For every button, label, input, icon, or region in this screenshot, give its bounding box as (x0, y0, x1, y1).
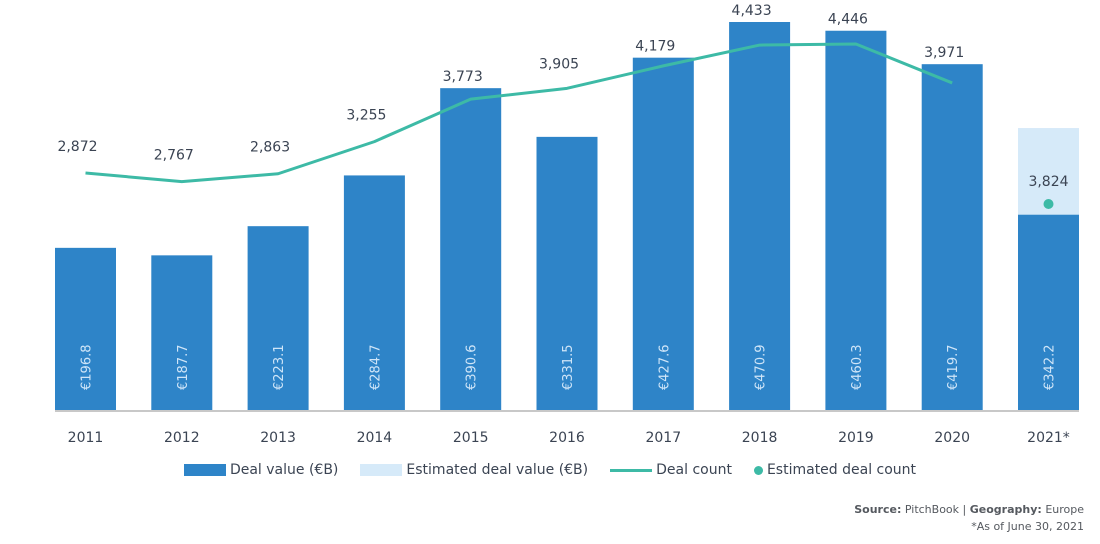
estimated-deal-count-point (1043, 199, 1054, 209)
deal-value-bar (440, 88, 502, 410)
x-tick-label: 2016 (549, 430, 585, 446)
deal-count-label: 2,872 (57, 139, 97, 155)
source-line: Source: PitchBook | Geography: Europe (854, 501, 1084, 518)
x-tick-label: 2020 (934, 430, 970, 446)
legend-label: Deal value (€B) (229, 462, 339, 478)
deal-value-label: €470.9 (754, 345, 769, 391)
legend: Deal value (€B) Estimated deal value (€B… (0, 462, 1100, 478)
deal-count-label: 4,446 (828, 12, 868, 28)
deal-value-bar (55, 247, 116, 410)
deal-value-label: €196.8 (80, 345, 95, 391)
legend-label: Estimated deal value (€B) (406, 462, 589, 478)
deal-value-label: €342.2 (1043, 345, 1058, 391)
source-separator: | (962, 503, 967, 516)
deal-value-bar (825, 30, 887, 410)
combo-chart: €196.8 2011 2,872 €187.7 2012 2,767 €223.1 2013… (55, 3, 1079, 446)
geography-label: Geography: (969, 503, 1042, 516)
deal-value-label: €390.6 (465, 345, 480, 391)
geography-value: Europe (1045, 503, 1084, 516)
deal-count-line (85, 42, 953, 184)
deal-count-label: 3,905 (539, 56, 579, 72)
x-tick-label: 2019 (838, 430, 874, 446)
x-tick-label: 2018 (742, 430, 778, 446)
source-note: Source: PitchBook | Geography: Europe *A… (854, 501, 1084, 535)
deal-value-label: €331.5 (561, 345, 576, 391)
x-tick-label: 2012 (164, 430, 200, 446)
deal-value-label: €223.1 (272, 345, 287, 391)
deal-count-label: 3,971 (924, 45, 964, 61)
x-tick-label: 2011 (68, 430, 104, 446)
x-tick-label: 2017 (645, 430, 681, 446)
deal-value-label: €419.7 (946, 345, 961, 391)
legend-swatch-deal-value (183, 464, 226, 476)
deal-count-label: 4,179 (635, 39, 675, 55)
deal-value-bar (343, 175, 405, 410)
deal-count-label: 3,773 (443, 69, 483, 85)
legend-swatch-estimated-deal-count (753, 465, 763, 475)
legend-label: Deal count (656, 462, 732, 478)
deal-value-bar (536, 136, 598, 411)
deal-count-label: 2,767 (154, 148, 194, 164)
deal-value-bar (921, 64, 983, 410)
as-of-note: *As of June 30, 2021 (971, 520, 1084, 533)
legend-deal-value: Deal value (€B) (183, 462, 339, 478)
legend-estimated-deal-count: Estimated deal count (753, 462, 917, 478)
legend-swatch-deal-count (610, 468, 653, 472)
deal-value-bar (729, 22, 791, 410)
deal-value-bar (151, 255, 213, 410)
x-tick-label: 2014 (357, 430, 393, 446)
deal-value-bar (632, 57, 694, 410)
deal-value-label: €284.7 (368, 345, 383, 391)
legend-label: Estimated deal count (766, 462, 917, 478)
deal-value-bar (1018, 214, 1079, 410)
estimated-deal-count-label: 3,824 (1028, 174, 1068, 190)
x-tick-label: 2021* (1027, 430, 1070, 446)
source-label: Source: (854, 503, 902, 516)
x-tick-label: 2013 (260, 430, 296, 446)
legend-deal-count: Deal count (610, 462, 732, 478)
legend-estimated-deal-value: Estimated deal value (€B) (360, 462, 588, 478)
deal-count-label: 2,863 (250, 140, 290, 156)
deal-value-label: €187.7 (176, 345, 191, 391)
deal-value-label: €460.3 (850, 345, 865, 391)
deal-value-label: €427.6 (657, 345, 672, 391)
deal-value-bar (247, 226, 309, 410)
x-tick-label: 2015 (453, 430, 489, 446)
deal-count-label: 3,255 (346, 108, 386, 124)
source-value: PitchBook (904, 503, 960, 516)
deal-count-label: 4,433 (732, 3, 772, 19)
legend-swatch-estimated-deal-value (360, 464, 403, 476)
